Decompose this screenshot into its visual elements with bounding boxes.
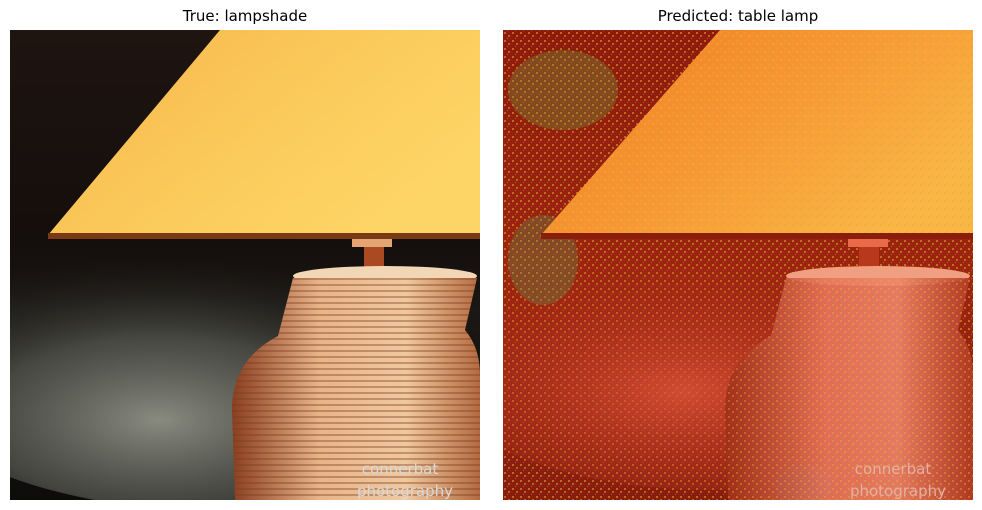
watermark-line2: photography: [850, 482, 946, 500]
watermark-line2: photography: [357, 482, 453, 500]
true-label-title: True: lampshade: [182, 7, 308, 25]
watermark-line1: connerbat: [362, 460, 439, 478]
original-photo: connerbat photography: [10, 30, 480, 500]
watermark-line1: connerbat: [855, 460, 932, 478]
predicted-label-title: Predicted: table lamp: [657, 7, 819, 25]
saliency-overlay: connerbat photography: [503, 30, 973, 500]
